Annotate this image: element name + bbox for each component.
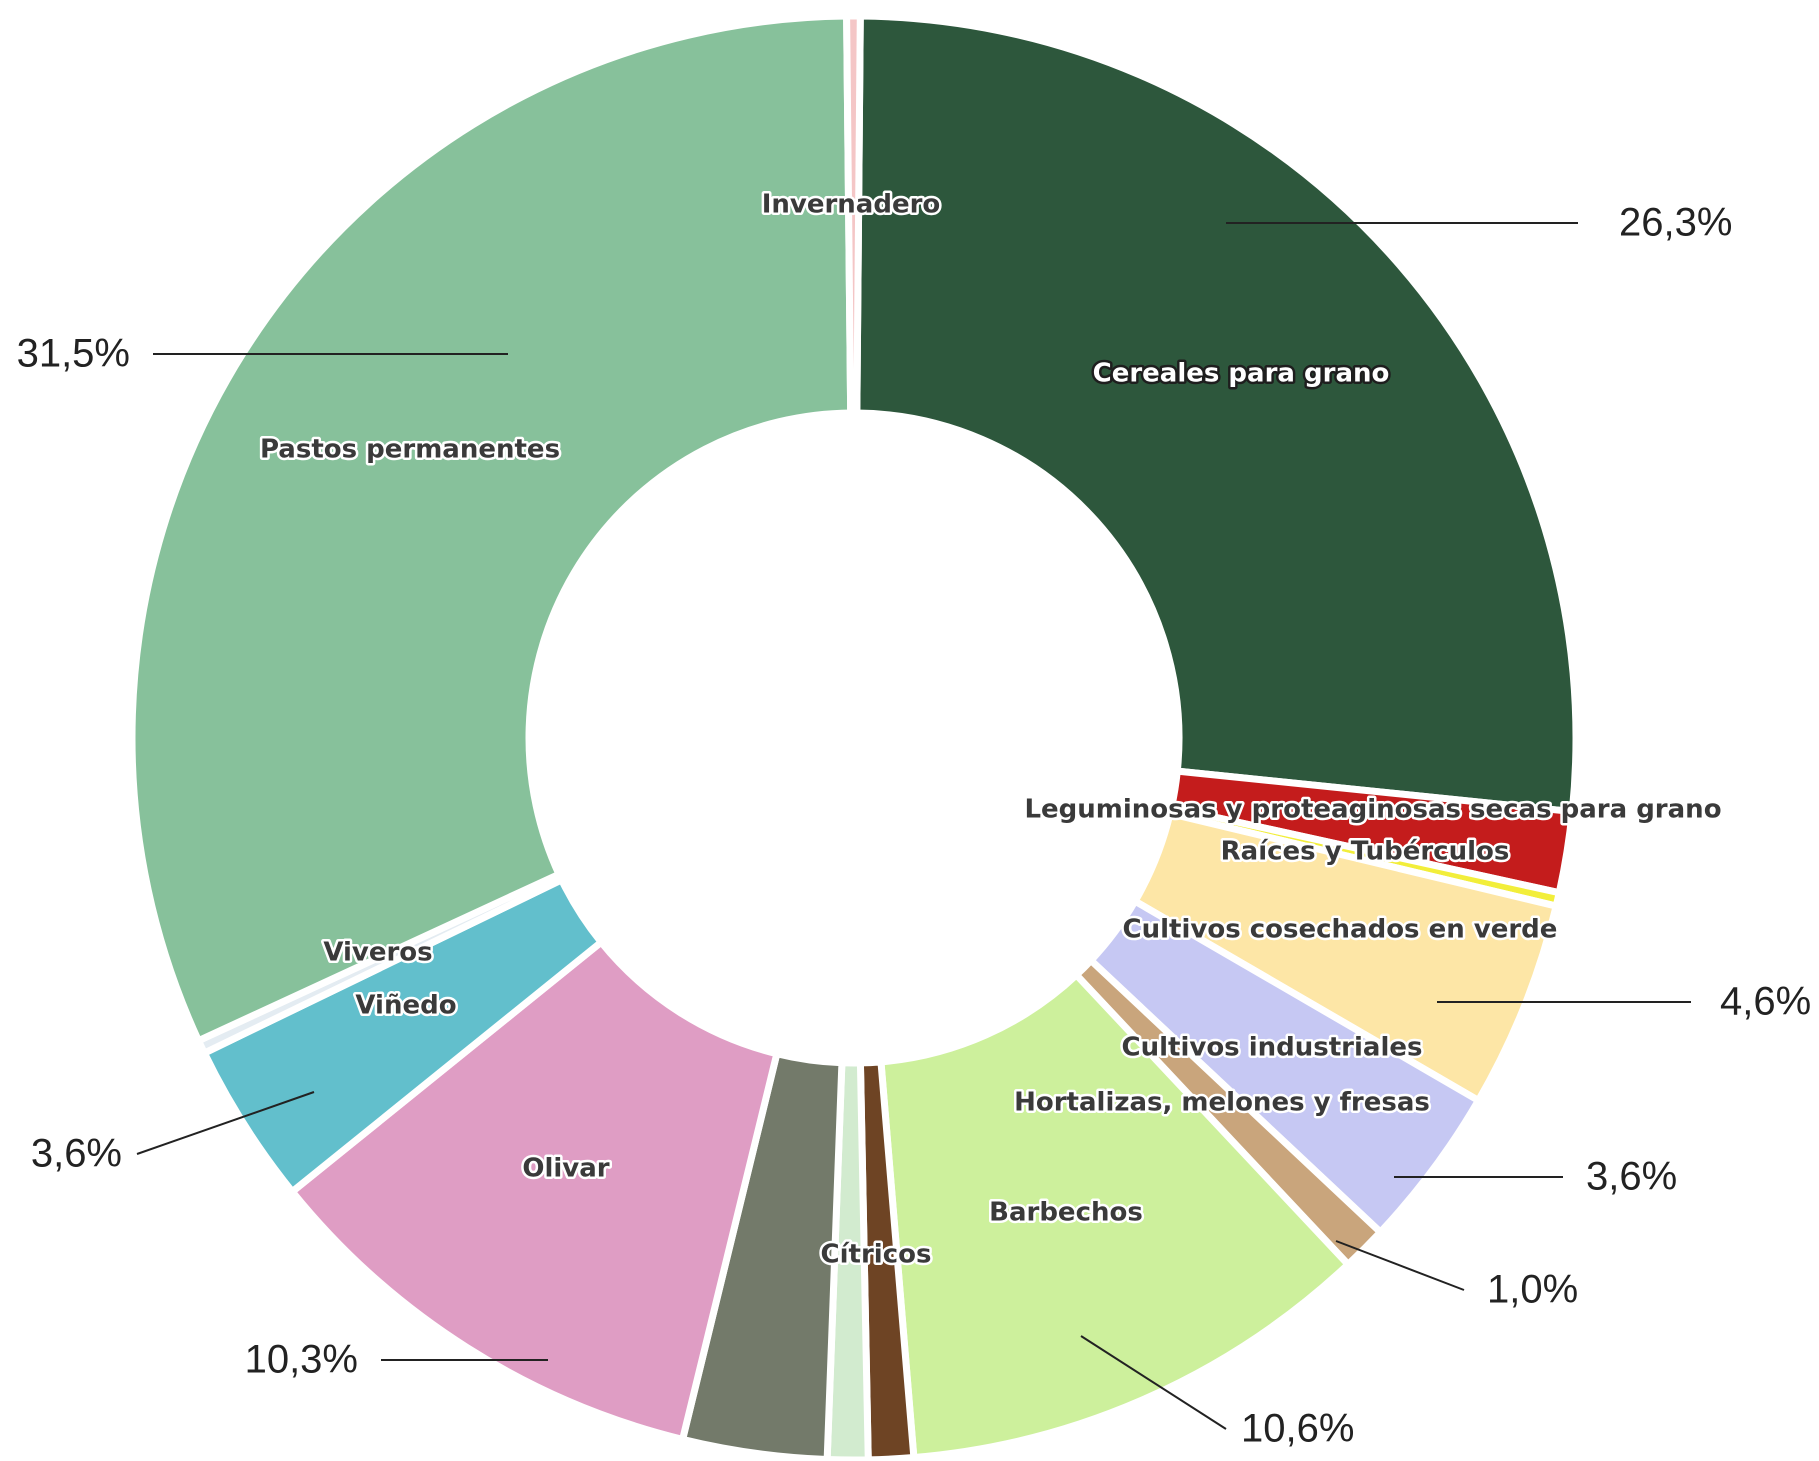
value-label: 10,6% [1241, 1407, 1354, 1451]
donut-slice [853, 12, 1580, 816]
category-label: Cereales para grano [1093, 359, 1390, 389]
donut-slice [877, 971, 1352, 1461]
category-label: Invernadero [762, 190, 941, 220]
value-label: 4,6% [1720, 980, 1811, 1024]
category-label: Barbechos [989, 1198, 1143, 1228]
leader-line [1335, 1240, 1465, 1291]
category-label: Pastos permanentes [260, 435, 560, 465]
donut-slice [128, 12, 855, 1045]
value-label: 1,0% [1487, 1268, 1578, 1312]
donut-slice [843, 12, 864, 417]
value-label: 26,3% [1619, 201, 1732, 245]
value-label: 3,6% [31, 1132, 122, 1176]
category-label: Viñedo [355, 991, 456, 1021]
category-label: Cultivos cosechados en verde [1123, 915, 1558, 945]
value-label: 10,3% [245, 1338, 358, 1382]
value-label: 31,5% [17, 332, 130, 376]
category-label: Cultivos industriales [1122, 1033, 1423, 1063]
category-label: Raíces y Tubérculos [1221, 837, 1510, 867]
category-label: Olivar [522, 1154, 609, 1184]
value-label: 3,6% [1586, 1155, 1677, 1199]
category-label: Viveros [323, 938, 432, 968]
category-label: Leguminosas y proteaginosas secas para g… [1024, 795, 1721, 825]
category-label: Hortalizas, melones y fresas [1014, 1088, 1430, 1118]
leader-line [136, 1091, 315, 1155]
category-label: Cítricos [821, 1240, 932, 1270]
leader-line [1080, 1335, 1227, 1430]
donut-slice [288, 938, 781, 1443]
